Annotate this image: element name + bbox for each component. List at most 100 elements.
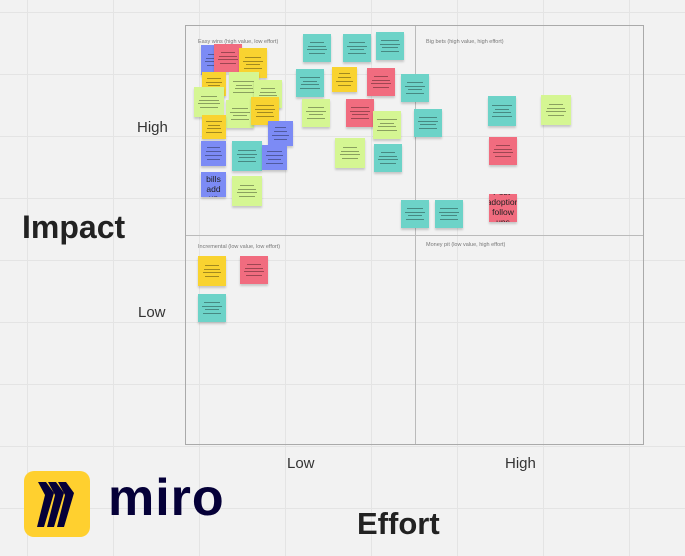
sticky-text-line xyxy=(420,124,436,126)
sticky-text-line xyxy=(407,215,423,217)
sticky-text-line xyxy=(207,65,219,67)
sticky-note[interactable] xyxy=(401,74,429,102)
sticky-note[interactable] xyxy=(232,176,262,206)
sticky-text-line xyxy=(233,80,255,82)
sticky-note[interactable] xyxy=(194,87,224,117)
sticky-note[interactable] xyxy=(232,141,262,171)
sticky-text-line xyxy=(205,151,222,153)
sticky-note[interactable] xyxy=(343,34,371,62)
sticky-text-line xyxy=(204,276,220,278)
sticky-text-line xyxy=(230,111,250,113)
sticky-text-line xyxy=(309,53,325,55)
x-axis-low-label: Low xyxy=(287,455,315,472)
sticky-text-line xyxy=(378,126,396,128)
sticky-text-line xyxy=(545,111,567,113)
sticky-text-line xyxy=(202,305,222,307)
sticky-text-line xyxy=(495,144,511,146)
sticky-note[interactable] xyxy=(332,67,357,92)
sticky-text-line xyxy=(200,107,218,109)
sticky-text-line xyxy=(547,107,565,109)
sticky-text-line xyxy=(306,49,328,51)
sticky-note[interactable] xyxy=(373,111,401,139)
sticky-text-line xyxy=(220,51,236,53)
sticky-note[interactable] xyxy=(488,96,516,126)
sticky-note[interactable] xyxy=(346,99,374,127)
sticky-note[interactable] xyxy=(251,97,279,125)
sticky-note[interactable] xyxy=(198,256,226,286)
sticky-text-line xyxy=(494,108,510,110)
sticky-text-line xyxy=(203,313,221,315)
sticky-text-line xyxy=(440,207,458,209)
sticky-text-line xyxy=(349,49,365,51)
sticky-text-line xyxy=(406,93,424,95)
sticky-text-line xyxy=(259,91,277,93)
sticky-note[interactable]: Post-adoption follow ups xyxy=(489,194,517,222)
sticky-note[interactable] xyxy=(302,99,330,127)
sticky-text-line xyxy=(492,152,514,154)
sticky-text-line xyxy=(206,77,222,79)
sticky-text-line xyxy=(207,147,220,149)
sticky-note[interactable] xyxy=(541,95,571,125)
miro-wordmark: miro xyxy=(108,469,225,527)
sticky-note[interactable] xyxy=(435,200,463,228)
sticky-text-line xyxy=(272,134,289,136)
sticky-text-line xyxy=(309,41,325,43)
sticky-note[interactable] xyxy=(214,44,242,72)
sticky-note[interactable] xyxy=(335,138,365,168)
sticky-note[interactable] xyxy=(262,145,287,170)
sticky-text-line xyxy=(418,128,438,130)
sticky-text-line xyxy=(548,103,564,105)
sticky-note[interactable] xyxy=(268,121,293,146)
sticky-text-line xyxy=(380,51,400,53)
sticky-text-line xyxy=(349,110,371,112)
sticky-text-line xyxy=(236,84,252,86)
sticky-text-line xyxy=(255,116,275,118)
sticky-text-line xyxy=(205,132,223,134)
sticky-note[interactable] xyxy=(198,294,226,322)
sticky-note[interactable] xyxy=(367,68,395,96)
sticky-note[interactable] xyxy=(376,32,404,60)
sticky-note[interactable] xyxy=(201,141,226,166)
sticky-text-line xyxy=(406,219,424,221)
sticky-note[interactable] xyxy=(240,256,268,284)
sticky-text-line xyxy=(337,77,352,79)
sticky-text-line xyxy=(338,84,351,86)
sticky-text-line xyxy=(342,158,358,160)
sticky-text-line xyxy=(208,124,220,126)
sticky-text-line xyxy=(205,61,221,63)
sticky-text-line xyxy=(239,157,255,159)
sticky-text-line xyxy=(347,45,367,47)
sticky-text-line xyxy=(381,39,399,41)
sticky-text-line xyxy=(377,159,399,161)
quadrant-label-incremental: Incremental (low value, low effort) xyxy=(198,244,281,250)
sticky-note[interactable] xyxy=(414,109,442,137)
sticky-note[interactable]: Vet bills add up xyxy=(201,172,226,197)
sticky-text-line xyxy=(231,107,249,109)
sticky-note[interactable] xyxy=(401,200,429,228)
sticky-note-text: Vet bills add up xyxy=(206,172,221,197)
sticky-note[interactable] xyxy=(296,69,324,97)
sticky-text-line xyxy=(265,155,284,157)
sticky-text-line xyxy=(206,128,222,130)
sticky-text-line xyxy=(406,81,424,83)
sticky-text-line xyxy=(438,211,460,213)
sticky-text-line xyxy=(379,43,401,45)
sticky-note[interactable] xyxy=(303,34,331,62)
sticky-text-line xyxy=(417,120,439,122)
x-axis-high-label: High xyxy=(505,455,536,472)
sticky-note[interactable] xyxy=(374,144,402,172)
sticky-text-line xyxy=(495,156,511,158)
sticky-text-line xyxy=(266,151,283,153)
sticky-text-line xyxy=(308,45,326,47)
sticky-text-line xyxy=(244,56,262,58)
sticky-text-line xyxy=(379,122,395,124)
sticky-text-line xyxy=(236,192,258,194)
sticky-text-line xyxy=(494,148,512,150)
sticky-note[interactable] xyxy=(226,100,254,128)
sticky-text-line xyxy=(548,115,564,117)
sticky-text-line xyxy=(205,81,223,83)
sticky-note[interactable] xyxy=(202,115,226,139)
sticky-text-line xyxy=(348,53,366,55)
sticky-text-line xyxy=(379,155,397,157)
sticky-note[interactable] xyxy=(489,137,517,165)
